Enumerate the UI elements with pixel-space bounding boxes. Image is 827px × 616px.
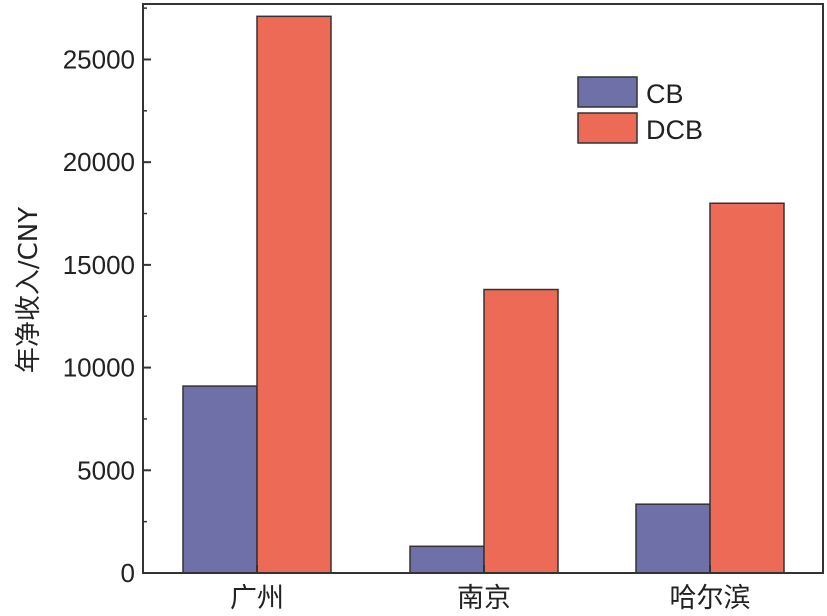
x-category-label: 哈尔滨 [670,583,751,614]
y-tick-label: 5000 [77,455,135,485]
bar-dcb-2 [483,288,559,574]
x-category-label: 南京 [457,583,511,614]
legend: CB DCB [577,76,703,145]
legend-label-cb: CB [646,79,684,109]
y-axis: 0 5000 10000 15000 20000 25000 [63,7,151,588]
legend-label-dcb: DCB [646,115,703,145]
x-axis: 广州 南京 哈尔滨 [230,565,751,614]
y-tick-label: 25000 [63,44,135,74]
y-tick-label: 0 [121,558,135,588]
legend-swatch-cb [577,76,638,108]
legend-swatch-dcb [577,112,638,144]
bar-cb-3 [635,503,711,574]
y-axis-title: 年净收入/CNY [14,207,44,373]
bars-layer [182,15,785,574]
y-tick-label: 10000 [63,353,135,383]
bar-dcb-1 [256,15,332,574]
bar-cb-1 [182,385,258,574]
bar-dcb-3 [709,202,785,574]
bar-cb-2 [409,545,485,574]
y-tick-label: 15000 [63,250,135,280]
y-tick-label: 20000 [63,147,135,177]
x-category-label: 广州 [230,583,284,614]
